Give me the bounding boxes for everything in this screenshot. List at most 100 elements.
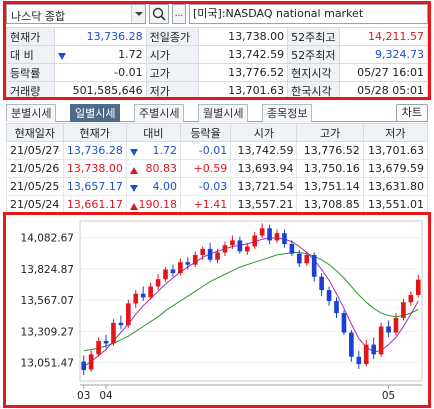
- candle-body[interactable]: [215, 252, 220, 260]
- arrow-up-icon: [129, 203, 138, 210]
- candle-body[interactable]: [274, 233, 280, 241]
- moving-average-long-line: [83, 252, 419, 352]
- cell-low: 13,631.80: [362, 177, 429, 196]
- cell-price: 13,661.17: [62, 195, 127, 214]
- table-row[interactable]: 21/05/25 13,657.17 4.00 -0.03 13,721.54 13,75…: [6, 177, 429, 196]
- candle-body[interactable]: [133, 293, 139, 304]
- info-label: 전일종가: [145, 27, 199, 46]
- info-value: 05/28 05:01: [339, 81, 428, 100]
- candle-body[interactable]: [207, 248, 213, 260]
- candle-body[interactable]: [386, 326, 391, 333]
- info-row: 등락률 -0.01 고가 13,776.52 현지시각 05/27 16:01: [6, 63, 428, 82]
- candle-body[interactable]: [192, 254, 198, 265]
- column-header[interactable]: 시가: [230, 123, 298, 142]
- info-label: 현지시각: [287, 63, 341, 82]
- column-header[interactable]: 대비: [125, 123, 182, 142]
- candle-body[interactable]: [259, 228, 265, 236]
- candle-body[interactable]: [304, 254, 310, 264]
- info-value: 13,736.28: [53, 27, 147, 46]
- candle-body[interactable]: [408, 294, 414, 303]
- candle-body[interactable]: [178, 262, 183, 274]
- candle-body[interactable]: [244, 246, 250, 252]
- tab-5[interactable]: 종목정보: [262, 104, 313, 122]
- column-header[interactable]: 고가: [296, 123, 364, 142]
- cell-low: 13,679.59: [362, 159, 429, 178]
- candle-body[interactable]: [148, 286, 153, 298]
- candle-body[interactable]: [289, 244, 295, 254]
- candle-body[interactable]: [230, 240, 235, 246]
- candle-body[interactable]: [378, 326, 384, 355]
- info-value: 13,776.52: [197, 63, 289, 82]
- candle-body[interactable]: [356, 356, 362, 365]
- info-label: 시가: [145, 45, 199, 64]
- info-value: 13,742.59: [197, 45, 289, 64]
- tab-4[interactable]: 월별시세: [198, 104, 249, 122]
- candle-body[interactable]: [163, 269, 168, 280]
- arrow-up-icon: [129, 167, 138, 174]
- candle-body[interactable]: [185, 262, 191, 265]
- y-tick-label: 13,824.87: [21, 264, 74, 276]
- top-bar: 나스닥 종합 ... [미국]:NASDAQ national market: [6, 4, 428, 24]
- column-header[interactable]: 현재일자: [6, 123, 64, 142]
- tab-1[interactable]: 분별시세: [6, 104, 57, 122]
- info-row: 대 비 1.72 시가 13,742.59 52주최저 9,324.73: [6, 45, 428, 64]
- tab-2[interactable]: 일별시세: [70, 104, 121, 122]
- candle-body[interactable]: [118, 322, 124, 326]
- cell-high: 13,750.16: [296, 159, 364, 178]
- candle-body[interactable]: [371, 344, 376, 355]
- column-header[interactable]: 등락율: [180, 123, 232, 142]
- candle-body[interactable]: [349, 332, 354, 357]
- cell-rate: -0.01: [180, 141, 232, 160]
- chevron-down-icon[interactable]: [131, 5, 145, 23]
- tab-3[interactable]: 주별시세: [134, 104, 185, 122]
- candle-body[interactable]: [81, 361, 87, 371]
- candle-body[interactable]: [200, 248, 205, 255]
- cell-open: 13,742.59: [230, 141, 298, 160]
- candle-body[interactable]: [111, 322, 116, 344]
- info-label: 저가: [145, 81, 199, 100]
- candle-body[interactable]: [96, 341, 101, 355]
- column-header[interactable]: 현재가: [62, 123, 127, 142]
- candle-body[interactable]: [103, 341, 109, 344]
- cell-rate: +1.41: [180, 195, 232, 214]
- arrow-down-icon: [57, 53, 66, 60]
- candle-body[interactable]: [415, 279, 421, 295]
- candle-body[interactable]: [401, 302, 406, 318]
- candle-body[interactable]: [170, 269, 176, 274]
- category-combo[interactable]: 나스닥 종합: [6, 4, 146, 24]
- candle-body[interactable]: [237, 240, 243, 252]
- table-row[interactable]: 21/05/26 13,738.00 80.83 +0.59 13,693.94 13,7…: [6, 159, 429, 178]
- candle-body[interactable]: [252, 235, 258, 247]
- candle-body[interactable]: [222, 245, 228, 253]
- highlight-box-top: [3, 1, 431, 100]
- candle-body[interactable]: [282, 233, 287, 245]
- chart-button[interactable]: 차트: [395, 104, 428, 122]
- candle-body[interactable]: [140, 293, 146, 298]
- info-label: 등락률: [6, 63, 55, 82]
- candle-body[interactable]: [334, 301, 339, 314]
- candle-body[interactable]: [326, 290, 332, 301]
- table-row[interactable]: 21/05/24 13,661.17 190.18 +1.41 13,557.21 13,…: [6, 195, 429, 214]
- x-tick-label: 03: [77, 390, 90, 402]
- candle-body[interactable]: [155, 279, 161, 287]
- info-label: 거래량: [6, 81, 55, 100]
- search-button[interactable]: [149, 4, 169, 24]
- candle-body[interactable]: [267, 228, 272, 241]
- candle-body[interactable]: [88, 354, 94, 370]
- candlestick-chart[interactable]: 14,082.67 13,824.87 13,567.07 13,309.27 13,0…: [6, 215, 428, 405]
- candle-body[interactable]: [319, 276, 324, 291]
- candle-body[interactable]: [341, 313, 347, 333]
- more-button[interactable]: ...: [172, 4, 186, 24]
- column-header[interactable]: 저가: [362, 123, 429, 142]
- candle-body[interactable]: [393, 317, 399, 333]
- table-row[interactable]: 21/05/27 13,736.28 1.72 -0.01 13,742.59 13,77…: [6, 141, 429, 160]
- cell-price: 13,657.17: [62, 177, 127, 196]
- candle-body[interactable]: [363, 344, 369, 365]
- moving-average-short-line: [83, 237, 419, 367]
- x-tick-label: 04: [99, 390, 113, 402]
- candle-body[interactable]: [311, 254, 317, 277]
- x-tick-label: 05: [382, 390, 395, 402]
- info-label: 52주최저: [287, 45, 341, 64]
- candle-body[interactable]: [126, 303, 131, 326]
- candle-body[interactable]: [297, 253, 302, 264]
